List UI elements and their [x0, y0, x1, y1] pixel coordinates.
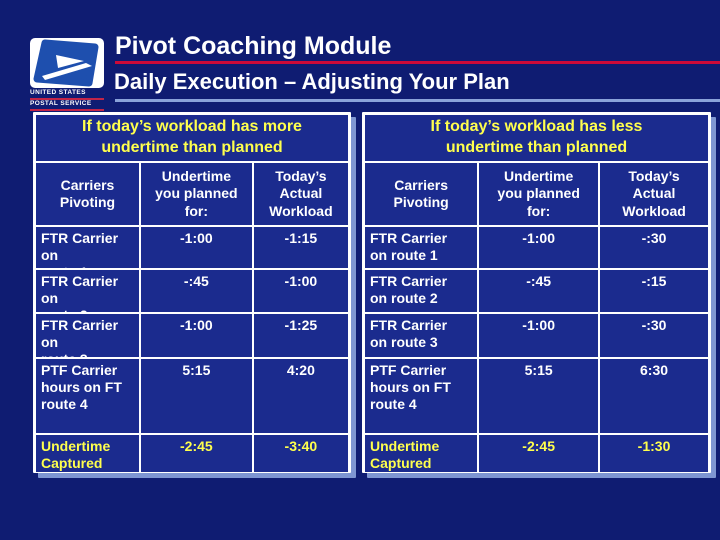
row-label: FTR Carrier on route 1	[36, 227, 139, 280]
row-label-undertime-captured: Undertime Captured	[36, 435, 139, 473]
actual-value: 4:20	[253, 359, 348, 433]
planned-value: -1:00	[479, 314, 599, 357]
logo-line-united-states: UNITED STATES	[30, 89, 104, 100]
planned-value: 5:15	[140, 359, 252, 433]
actual-value: -1:15	[253, 227, 348, 268]
table-title: If today’s workload has less undertime t…	[365, 115, 708, 161]
logo-wordmark: UNITED STATES POSTAL SERVICE	[30, 89, 104, 111]
planned-value: -1:00	[140, 314, 252, 357]
actual-value: -3:40	[253, 435, 348, 473]
table-title: If today’s workload has more undertime t…	[36, 115, 348, 161]
planned-value: -:45	[140, 270, 252, 312]
row-label: FTR Carrier on route 2	[365, 270, 478, 312]
row-label: FTR Carrier on route 3	[365, 314, 478, 357]
actual-value: -1:00	[253, 270, 348, 312]
column-header-planned: Undertime you planned for:	[479, 163, 599, 225]
actual-value: 6:30	[600, 359, 708, 433]
row-label: FTR Carrier on route 3	[36, 314, 139, 367]
planned-value: -1:00	[479, 227, 599, 268]
actual-value: -:30	[600, 227, 708, 268]
usps-eagle-icon	[30, 38, 104, 88]
column-header-planned: Undertime you planned for:	[140, 163, 252, 225]
column-header-actual: Today’s Actual Workload	[600, 163, 708, 225]
planned-value: 5:15	[479, 359, 599, 433]
page-subtitle: Daily Execution – Adjusting Your Plan	[114, 69, 510, 94]
planned-value: -:45	[479, 270, 599, 312]
column-header-carriers: Carriers Pivoting	[36, 163, 139, 225]
usps-logo: UNITED STATES POSTAL SERVICE	[30, 38, 104, 112]
actual-value: -:30	[600, 314, 708, 357]
title-underline	[115, 61, 720, 64]
row-label-undertime-captured: Undertime Captured	[365, 435, 478, 473]
row-label: FTR Carrier on route 1	[365, 227, 478, 268]
planned-value: -2:45	[140, 435, 252, 473]
page-title: Pivot Coaching Module	[115, 32, 392, 60]
planned-value: -1:00	[140, 227, 252, 268]
row-label: FTR Carrier on route 2	[36, 270, 139, 323]
logo-line-postal-service: POSTAL SERVICE	[30, 100, 104, 111]
table-less-undertime: If today’s workload has less undertime t…	[362, 112, 711, 473]
actual-value: -:15	[600, 270, 708, 312]
planned-value: -2:45	[479, 435, 599, 473]
actual-value: -1:25	[253, 314, 348, 357]
row-label: PTF Carrier hours on FT route 4	[36, 359, 139, 433]
table-more-undertime: If today’s workload has more undertime t…	[33, 112, 351, 473]
subtitle-underline	[115, 99, 720, 102]
row-label: PTF Carrier hours on FT route 4	[365, 359, 478, 433]
actual-value: -1:30	[600, 435, 708, 473]
column-header-actual: Today’s Actual Workload	[253, 163, 348, 225]
column-header-carriers: Carriers Pivoting	[365, 163, 478, 225]
